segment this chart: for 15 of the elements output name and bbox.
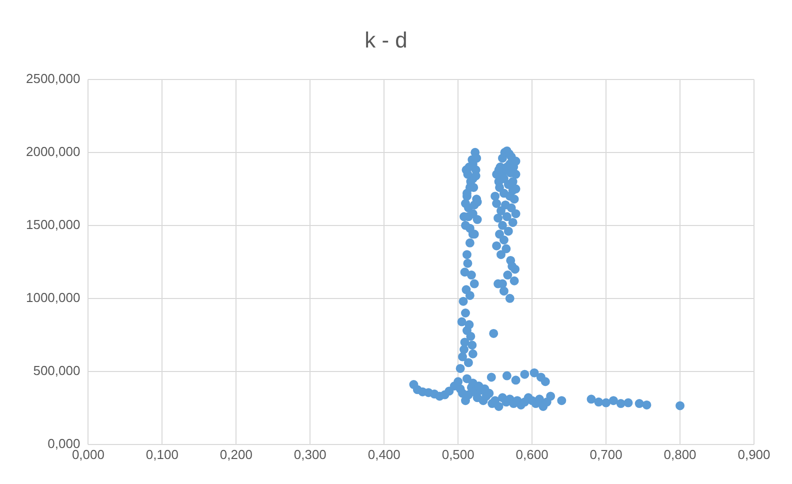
x-tick-label: 0,100 xyxy=(146,446,178,462)
y-tick-label: 2000,000 xyxy=(26,144,80,159)
x-tick-label: 0,700 xyxy=(590,446,622,462)
x-tick-label: 0,300 xyxy=(294,446,326,462)
x-tick-label: 0,500 xyxy=(442,446,474,462)
x-tick-label: 0,400 xyxy=(368,446,400,462)
y-tick-label: 1000,000 xyxy=(26,290,80,305)
chart-title: k - d xyxy=(364,27,408,52)
x-tick-label: 0,800 xyxy=(664,446,696,462)
x-tick-label: 0,200 xyxy=(220,446,252,462)
x-tick-label: 0,900 xyxy=(738,446,770,462)
y-tick-label: 2500,000 xyxy=(26,70,80,86)
y-tick-label: 1500,000 xyxy=(26,216,80,232)
x-tick-label: 0,600 xyxy=(516,446,548,462)
y-tick-label: 500,000 xyxy=(33,362,80,378)
